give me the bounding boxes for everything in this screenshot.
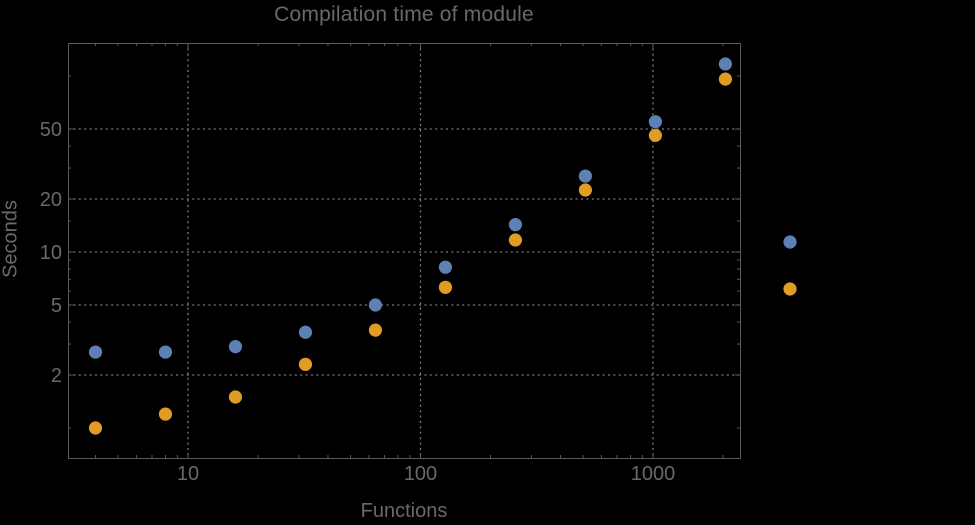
data-point-series-1 <box>648 115 662 129</box>
data-point-series-1 <box>438 260 453 274</box>
data-point-series-2 <box>718 72 732 86</box>
data-point-series-2 <box>158 407 173 421</box>
data-point-series-1 <box>88 345 103 359</box>
legend-marker-1 <box>783 235 797 249</box>
data-point-series-2 <box>298 357 313 371</box>
data-point-series-2 <box>508 233 523 247</box>
x-tick-label: 1000 <box>631 463 676 485</box>
y-tick-label: 2 <box>51 365 62 387</box>
data-point-series-1 <box>368 298 383 312</box>
y-tick-label: 5 <box>51 295 62 317</box>
chart-title: Compilation time of module <box>274 3 534 26</box>
data-point-series-1 <box>578 169 593 183</box>
x-tick-label: 100 <box>404 463 437 485</box>
y-tick-label: 20 <box>40 189 62 211</box>
data-point-series-1 <box>228 340 243 354</box>
legend-marker-2 <box>783 282 797 296</box>
data-point-series-2 <box>228 390 243 404</box>
data-point-series-2 <box>88 421 103 435</box>
plot-frame <box>68 43 741 459</box>
x-axis-label: Functions <box>360 500 448 522</box>
data-point-series-2 <box>578 183 593 197</box>
data-point-series-1 <box>718 57 732 71</box>
data-point-series-2 <box>438 280 453 294</box>
x-tick-label: 10 <box>177 463 199 485</box>
data-point-series-1 <box>508 218 523 232</box>
data-point-series-1 <box>158 345 173 359</box>
y-tick-label: 50 <box>40 119 62 141</box>
data-point-series-1 <box>298 325 313 339</box>
data-point-series-2 <box>648 128 662 142</box>
y-tick-label: 10 <box>40 242 62 264</box>
data-point-series-2 <box>368 323 383 337</box>
